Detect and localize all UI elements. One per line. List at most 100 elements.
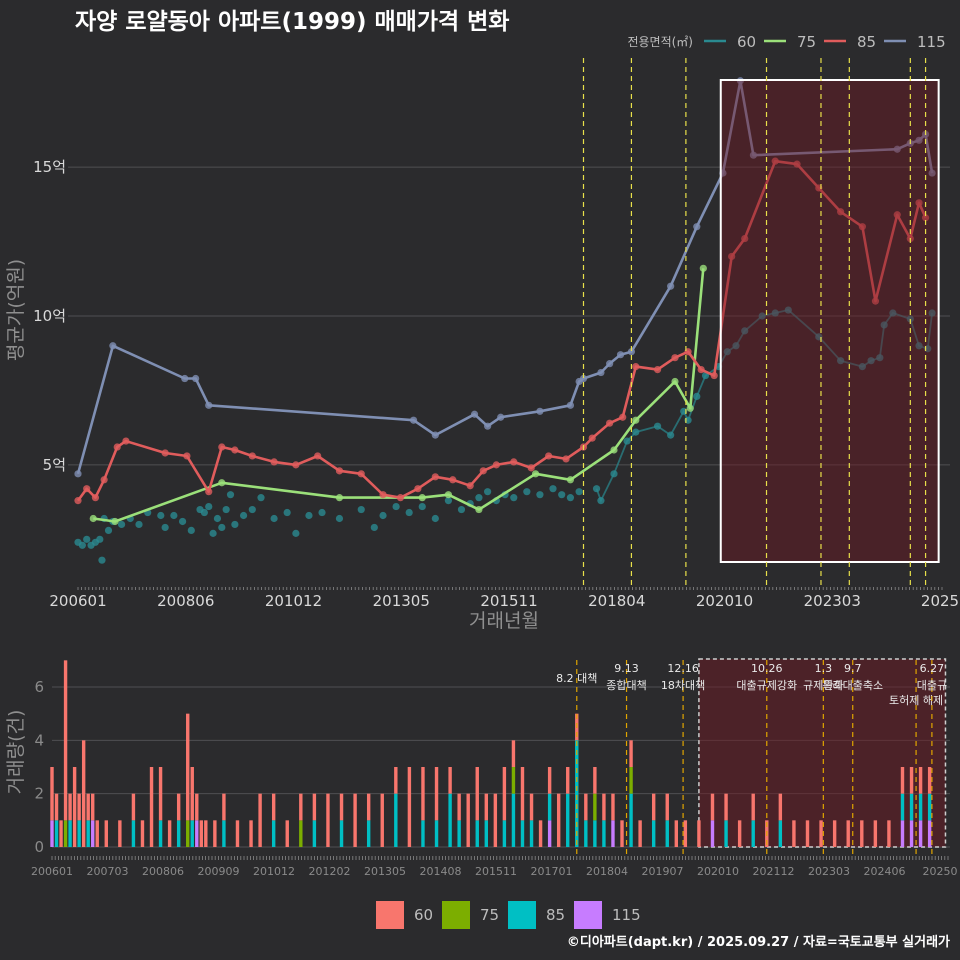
data-point-60 (915, 342, 923, 350)
volume-bar-60 (407, 767, 412, 847)
data-point-60 (117, 520, 126, 529)
volume-bar-85 (312, 820, 317, 847)
data-point-85 (449, 476, 457, 484)
data-point-75 (218, 479, 226, 487)
data-point-60 (836, 357, 845, 365)
data-point-85 (357, 470, 365, 478)
data-point-85 (314, 452, 322, 460)
volume-x-tick-label: 201907 (642, 865, 684, 878)
volume-bar-85 (271, 820, 276, 847)
volume-bar-60 (638, 820, 642, 847)
data-point-60 (187, 526, 195, 535)
data-point-60 (231, 520, 239, 529)
data-point-115 (928, 169, 936, 177)
volume-bar-85 (366, 820, 371, 847)
volume-bar-115 (900, 820, 905, 847)
series-line-115 (76, 79, 934, 475)
y-tick-label: 10억 (33, 307, 66, 325)
policy-annotation: 6.27 (920, 662, 945, 675)
volume-bar-85 (339, 820, 344, 847)
x-tick-label: 201305 (373, 592, 430, 610)
data-point-60 (771, 309, 779, 317)
volume-bar-60 (158, 767, 163, 821)
data-point-60 (370, 523, 378, 532)
data-point-115 (536, 407, 544, 415)
data-point-60 (157, 511, 165, 520)
volume-bar-60 (620, 820, 624, 847)
volume-y-tick-label: 6 (34, 678, 44, 696)
volume-bar-60 (683, 820, 688, 847)
data-point-85 (231, 446, 239, 454)
data-point-85 (836, 208, 845, 216)
data-point-75 (686, 404, 694, 412)
volume-x-tick-label: 200806 (142, 865, 184, 878)
data-point-60 (906, 315, 914, 323)
data-point-115 (192, 374, 200, 383)
volume-bar-60 (697, 820, 701, 847)
volume-bar-85 (602, 820, 606, 847)
data-point-60 (549, 485, 557, 493)
policy-annotation: 9.13 (614, 662, 639, 675)
volume-bar-60 (665, 793, 669, 821)
data-point-60 (880, 321, 888, 329)
data-point-75 (475, 505, 483, 514)
volume-bar-115 (50, 820, 54, 847)
data-point-60 (632, 428, 640, 436)
policy-annotation: 18차대책 (661, 679, 705, 692)
volume-bar-60 (927, 767, 932, 794)
data-point-60 (876, 354, 884, 362)
data-point-60 (318, 508, 326, 517)
legend-swatch-115 (574, 901, 602, 929)
data-point-85 (183, 452, 191, 460)
policy-annotation: 특례대출축소 (822, 679, 883, 692)
data-point-60 (379, 511, 387, 520)
data-point-85 (562, 455, 570, 463)
volume-bar-60 (475, 767, 479, 821)
data-point-115 (484, 422, 492, 430)
data-point-85 (771, 157, 779, 165)
data-point-115 (497, 413, 505, 421)
data-point-85 (91, 494, 100, 502)
data-point-85 (431, 473, 439, 481)
data-point-85 (588, 434, 596, 442)
policy-annotation: 대출규 (917, 679, 947, 692)
volume-bar-60 (873, 820, 878, 847)
data-point-85 (292, 461, 300, 469)
legend-label-115: 115 (917, 33, 946, 51)
volume-bar-115 (927, 820, 932, 847)
volume-bar-85 (77, 820, 81, 847)
volume-bar-60 (353, 793, 357, 847)
data-point-60 (431, 514, 439, 523)
data-point-60 (475, 494, 483, 502)
data-point-85 (248, 452, 256, 460)
volume-bar-85 (918, 793, 923, 821)
data-point-115 (431, 431, 439, 439)
volume-bar-60 (887, 820, 891, 847)
volume-bar-60 (54, 793, 59, 821)
data-point-60 (83, 535, 91, 543)
volume-bar-75 (593, 793, 597, 821)
data-point-60 (178, 517, 187, 526)
data-point-60 (758, 312, 766, 320)
volume-bar-60 (484, 793, 488, 821)
volume-bar-75 (299, 820, 303, 847)
data-point-85 (728, 252, 736, 261)
data-point-60 (523, 488, 531, 496)
volume-bar-60 (91, 793, 95, 821)
data-point-85 (858, 223, 866, 231)
data-point-75 (566, 476, 575, 484)
data-point-85 (741, 234, 749, 243)
data-point-85 (492, 461, 500, 469)
volume-bar-60 (326, 793, 330, 847)
volume-bar-85 (651, 820, 656, 847)
data-point-60 (693, 392, 701, 400)
y-axis-title: 평균가(억원) (5, 259, 27, 361)
volume-bar-60 (651, 793, 656, 821)
volume-bar-60 (339, 793, 344, 821)
volume-bar-115 (710, 820, 715, 847)
volume-bar-60 (520, 767, 525, 821)
data-point-60 (653, 422, 662, 430)
data-point-75 (610, 446, 618, 454)
data-point-60 (444, 497, 453, 505)
legend-label-115: 115 (612, 906, 641, 924)
